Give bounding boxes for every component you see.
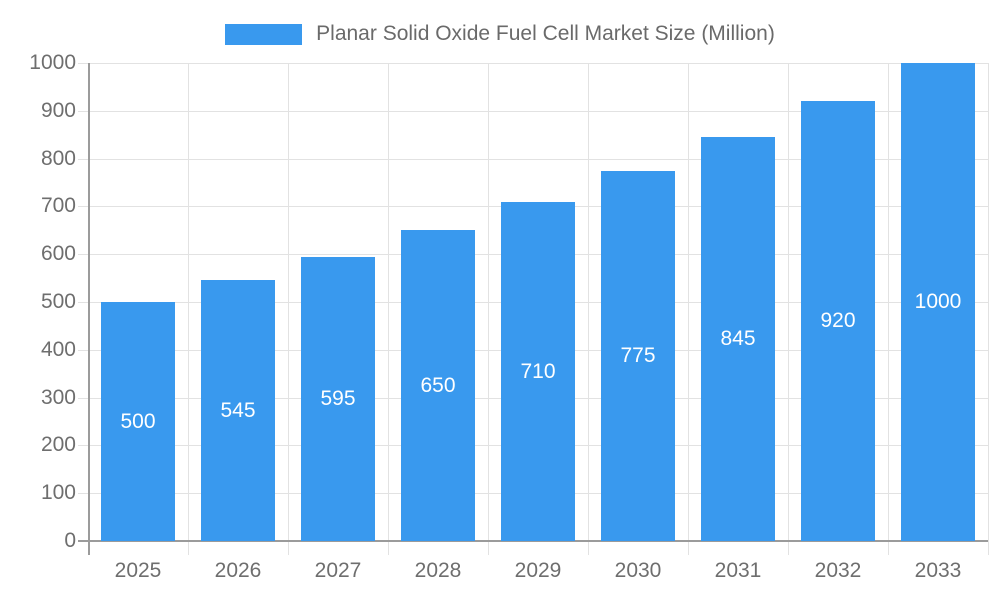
y-gridline: [78, 63, 988, 64]
bar-value-label: 500: [120, 409, 156, 433]
bar[interactable]: 775: [601, 171, 675, 541]
y-axis-tick-label: 100: [40, 481, 76, 504]
y-axis-tick-label: 400: [40, 338, 76, 361]
x-gridline: [888, 63, 889, 555]
bar-value-label: 775: [620, 344, 656, 367]
y-axis-tick-label: 1000: [29, 51, 76, 74]
bar[interactable]: 1000: [901, 63, 975, 541]
legend[interactable]: Planar Solid Oxide Fuel Cell Market Size…: [0, 22, 1000, 46]
x-axis-tick-label: 2033: [914, 559, 962, 582]
y-axis-tick-label: 700: [40, 194, 76, 217]
y-axis-tick-label: 300: [40, 386, 76, 409]
x-axis-tick-label: 2031: [714, 559, 762, 582]
x-axis-tick-label: 2028: [414, 559, 462, 582]
x-gridline: [188, 63, 189, 555]
bar-value-label: 545: [220, 398, 256, 422]
legend-label: Planar Solid Oxide Fuel Cell Market Size…: [316, 22, 775, 45]
y-axis-tick-label: 900: [40, 99, 76, 122]
y-axis-tick-label: 0: [64, 529, 76, 552]
x-gridline: [688, 63, 689, 555]
bar-value-label: 1000: [914, 290, 962, 313]
x-axis-tick-label: 2027: [314, 559, 362, 582]
bar[interactable]: 710: [501, 202, 575, 541]
x-gridline: [588, 63, 589, 555]
bar-value-label: 920: [820, 309, 856, 332]
x-gridline: [288, 63, 289, 555]
y-gridline: [78, 159, 988, 160]
x-axis-tick-label: 2025: [114, 559, 162, 582]
x-gridline: [488, 63, 489, 555]
y-axis-tick-label: 800: [40, 147, 76, 170]
bar-value-label: 845: [720, 327, 756, 350]
y-axis-tick-label: 600: [40, 242, 76, 265]
bar[interactable]: 500: [101, 302, 175, 541]
y-axis-line: [88, 63, 90, 555]
bar[interactable]: 920: [801, 101, 875, 541]
x-gridline: [788, 63, 789, 555]
x-axis-line: [78, 540, 988, 542]
bar[interactable]: 595: [301, 257, 375, 541]
x-gridline: [388, 63, 389, 555]
y-gridline: [78, 111, 988, 112]
bar-value-label: 595: [320, 387, 356, 410]
y-axis-tick-label: 200: [40, 433, 76, 456]
x-axis-tick-label: 2029: [514, 559, 562, 582]
x-axis-tick-label: 2032: [814, 559, 862, 582]
bar[interactable]: 545: [201, 280, 275, 541]
x-axis-tick-label: 2026: [214, 559, 262, 582]
bar-value-label: 710: [520, 359, 556, 383]
legend-swatch-icon: [225, 23, 303, 45]
bar[interactable]: 650: [401, 230, 475, 541]
x-axis-tick-label: 2030: [614, 559, 662, 582]
bar[interactable]: 845: [701, 137, 775, 541]
bar-value-label: 650: [420, 373, 456, 397]
y-axis-tick-label: 500: [40, 290, 76, 313]
x-gridline: [988, 63, 989, 555]
